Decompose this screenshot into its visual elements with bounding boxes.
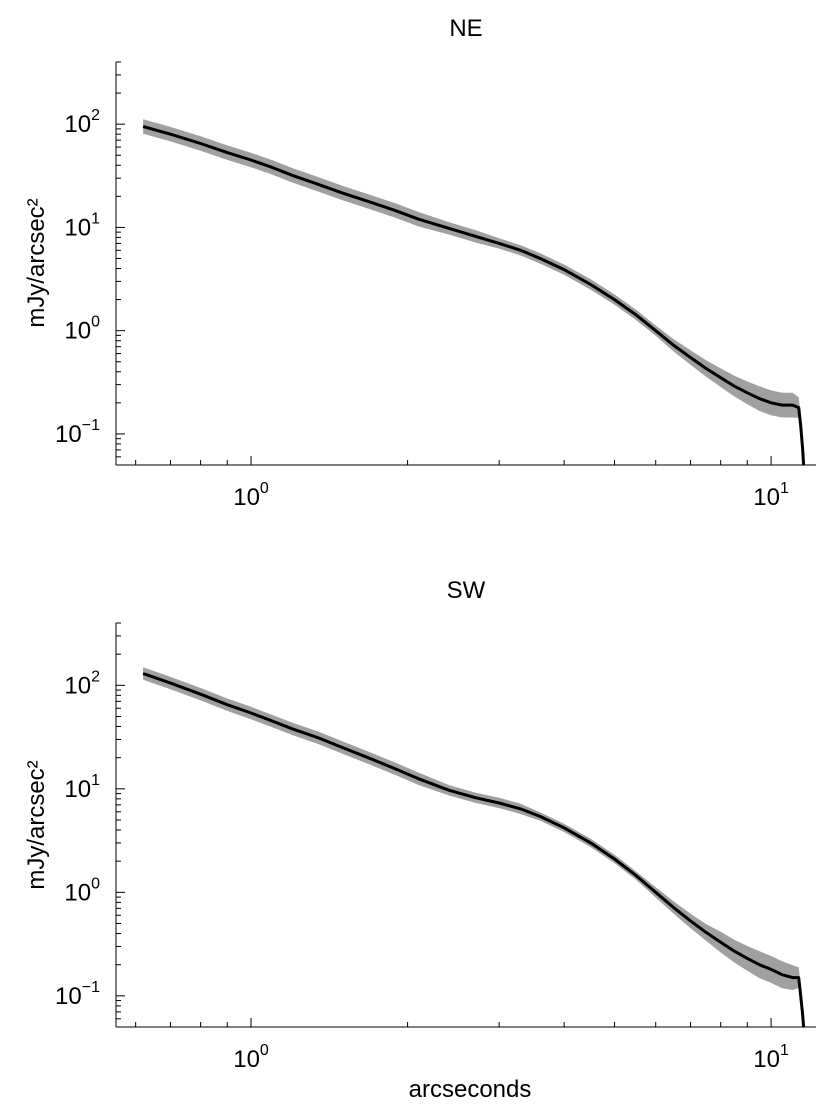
- error-band-group: [143, 119, 804, 466]
- tick-group: 10−1 100 101 102 100 101: [55, 622, 789, 1073]
- error-band: [143, 667, 804, 1028]
- y-tick-label: 101: [64, 210, 100, 241]
- x-tick-label: 101: [753, 1042, 789, 1073]
- x-tick-label: 101: [753, 480, 789, 511]
- error-band: [143, 119, 804, 466]
- y-tick-label: 102: [64, 668, 100, 699]
- series-line-group: [142, 125, 806, 466]
- y-tick-label: 100: [64, 314, 100, 345]
- chart-panel-ne: NE 10−1 100 101 102 100 101 mJy/arcsec²: [23, 15, 816, 511]
- series-line-group: [142, 672, 806, 1028]
- y-tick-label: 10−1: [55, 417, 100, 448]
- panel-title: NE: [449, 15, 482, 42]
- tick-group: 10−1 100 101 102 100 101: [55, 61, 789, 511]
- y-axis-label: mJy/arcsec²: [23, 760, 50, 889]
- y-tick-label: 10−1: [55, 979, 100, 1010]
- error-band-group: [143, 667, 804, 1028]
- chart-panel-sw: SW 10−1 100 101 102 100 101 mJy/arcsec² arcse…: [23, 577, 816, 1103]
- axes: [115, 62, 816, 466]
- y-axis-label: mJy/arcsec²: [23, 198, 50, 327]
- panel-title: SW: [447, 577, 486, 604]
- x-tick-label: 100: [233, 480, 269, 511]
- y-tick-label: 102: [64, 107, 100, 138]
- series-line: [142, 672, 806, 1028]
- x-axis-label: arcseconds: [409, 1076, 532, 1103]
- y-tick-label: 100: [64, 875, 100, 906]
- y-tick-label: 101: [64, 772, 100, 803]
- series-line: [142, 125, 806, 466]
- x-tick-label: 100: [233, 1042, 269, 1073]
- axes: [115, 623, 816, 1028]
